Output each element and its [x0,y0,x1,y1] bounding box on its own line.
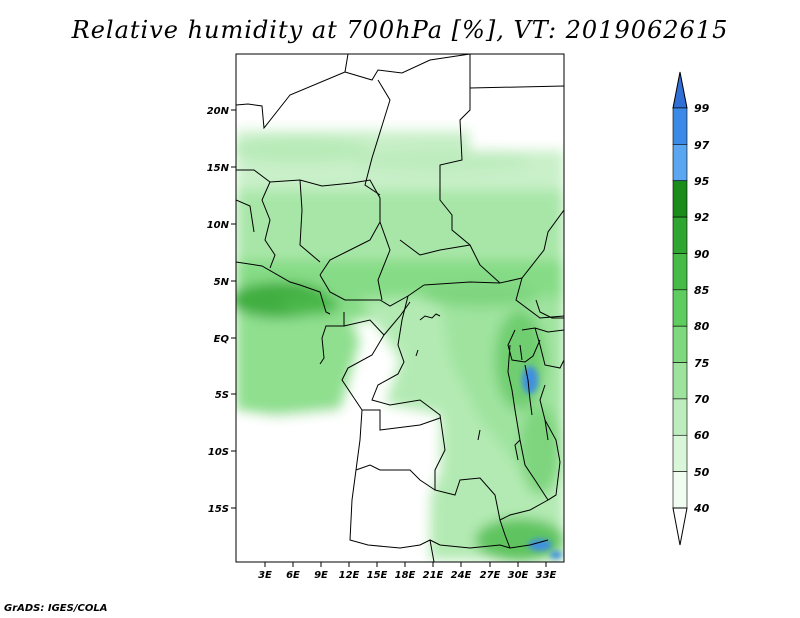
lon-label-27e: 27E [480,570,501,581]
lat-labels: 20N 15N 10N 5N EQ 5S 10S 15S [207,106,230,515]
lon-label-12e: 12E [339,570,360,581]
colorbar: 99 97 95 92 90 85 80 75 70 60 50 40 [672,71,710,546]
cbar-label-80: 80 [694,320,710,333]
lon-label-24e: 24E [451,570,472,581]
credit-text: GrADS: IGES/COLA [4,603,108,614]
lon-label-33e: 33E [536,570,557,581]
colorbar-cell [672,253,688,291]
colorbar-cell [672,398,688,436]
cbar-label-99: 99 [694,102,710,115]
colorbar-cell [672,434,688,472]
lat-label-10s: 10S [208,447,229,458]
lon-label-9e: 9E [314,570,328,581]
cbar-label-95: 95 [694,175,710,188]
cbar-label-97: 97 [694,139,710,152]
cbar-label-50: 50 [694,466,710,479]
lon-tick-marks [264,562,547,567]
cbar-label-75: 75 [694,357,710,370]
country-borders [236,54,564,562]
humidity-field [236,54,564,562]
lon-label-30e: 30E [508,570,529,581]
cbar-label-85: 85 [694,284,710,297]
colorbar-top-triangle [672,71,688,109]
lat-label-5s: 5S [215,390,229,401]
map-frame [235,53,565,563]
lat-label-15n: 15N [207,163,230,174]
cbar-label-92: 92 [694,211,710,224]
colorbar-cell [672,180,688,218]
lon-label-15e: 15E [367,570,388,581]
cbar-label-40: 40 [693,502,710,515]
colorbar-cell [672,325,688,363]
colorbar-labels: 99 97 95 92 90 85 80 75 70 60 50 40 [693,102,710,515]
cbar-label-90: 90 [694,248,710,261]
cbar-label-70: 70 [694,393,710,406]
colorbar-cell [672,289,688,327]
lon-label-18e: 18E [395,570,416,581]
map-title: Relative humidity at 700hPa [%], VT: 201… [71,16,729,44]
lat-label-15s: 15S [208,504,229,515]
lat-label-10n: 10N [207,220,230,231]
lon-label-21e: 21E [423,570,444,581]
colorbar-cell [672,107,688,145]
lon-labels: 3E 6E 9E 12E 15E 18E 21E 24E 27E 30E 33E [258,570,556,581]
lat-label-eq: EQ [214,334,230,345]
lat-label-5n: 5N [214,277,230,288]
colorbar-cell [672,362,688,400]
colorbar-bottom-triangle [672,507,688,546]
colorbar-cell [672,471,688,509]
lon-label-6e: 6E [286,570,300,581]
lat-label-20n: 20N [207,106,230,117]
colorbar-cell [672,144,688,182]
lon-label-3e: 3E [258,570,272,581]
colorbar-cell [672,216,688,254]
cbar-label-60: 60 [694,429,710,442]
lat-tick-marks [231,109,236,509]
